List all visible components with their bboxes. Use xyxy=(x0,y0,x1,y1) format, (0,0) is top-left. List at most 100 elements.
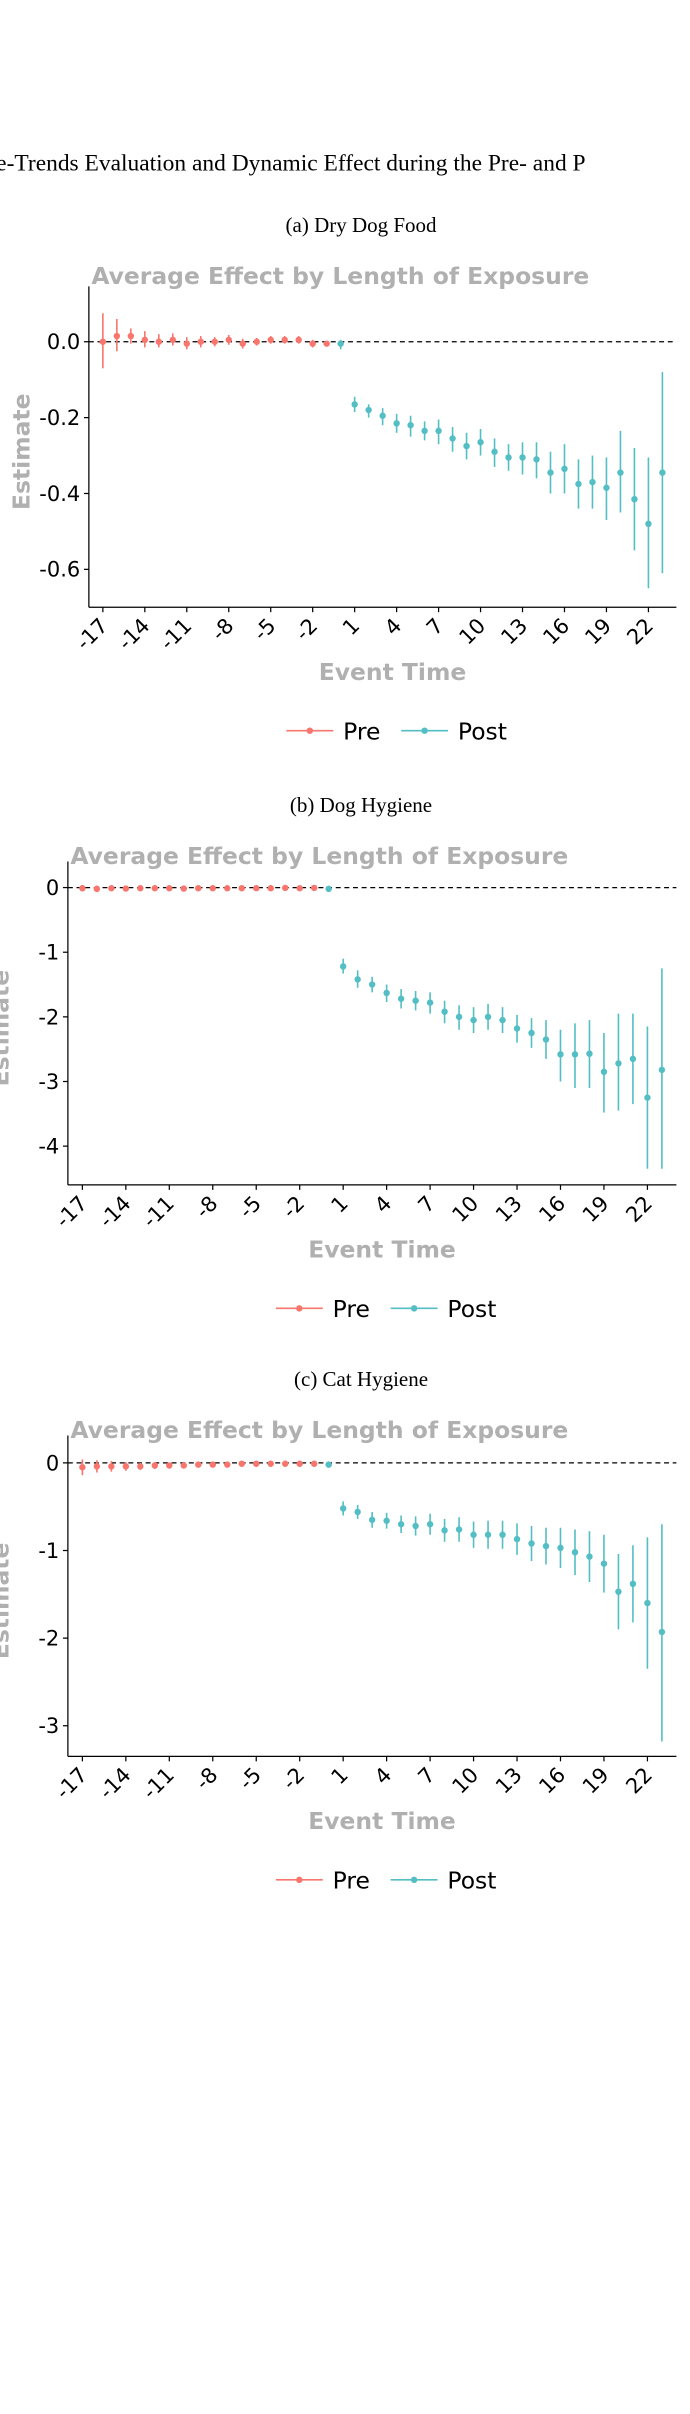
data-point xyxy=(441,1008,448,1015)
y-tick-label: -1 xyxy=(38,1539,59,1563)
data-point xyxy=(644,1599,651,1607)
data-point xyxy=(645,520,652,528)
data-point xyxy=(337,340,344,347)
data-point xyxy=(383,989,390,997)
data-point xyxy=(658,1628,666,1636)
x-tick-label: 4 xyxy=(370,1191,396,1217)
chart-dog-hygiene: Average Effect by Length of Exposure 0 -1 -… xyxy=(0,827,690,1352)
data-point xyxy=(296,885,303,892)
x-tick-label: -5 xyxy=(234,1763,266,1795)
x-tick-label: 4 xyxy=(380,614,406,640)
data-point xyxy=(238,885,245,892)
legend-pre-label: Pre xyxy=(333,1866,370,1894)
series-pre xyxy=(79,1459,318,1476)
data-point xyxy=(325,1461,332,1468)
data-point xyxy=(658,1066,666,1074)
data-point xyxy=(412,997,419,1004)
data-point xyxy=(589,478,596,486)
data-point xyxy=(122,885,130,892)
x-tick-label: 13 xyxy=(491,1763,527,1799)
data-point xyxy=(513,1535,521,1543)
data-point xyxy=(197,338,204,345)
data-point xyxy=(449,435,456,442)
x-tick-label: 22 xyxy=(622,614,658,650)
data-point xyxy=(99,338,107,345)
data-point xyxy=(238,1460,245,1467)
legend-post-marker xyxy=(410,1305,418,1312)
data-point xyxy=(253,338,260,345)
data-point xyxy=(441,1527,448,1534)
data-point xyxy=(267,885,274,892)
data-point xyxy=(586,1050,593,1057)
data-point xyxy=(477,439,484,446)
data-point xyxy=(561,465,568,473)
series-post xyxy=(325,885,666,1169)
data-point xyxy=(397,995,405,1002)
data-point xyxy=(108,885,115,892)
data-point xyxy=(365,406,372,414)
data-point xyxy=(209,1461,216,1468)
x-tick-label: 16 xyxy=(538,614,574,650)
legend-post-label: Post xyxy=(458,717,507,745)
data-point xyxy=(435,427,442,435)
data-point xyxy=(421,427,428,435)
y-tick-label: 0 xyxy=(46,876,59,900)
x-axis-title: Event Time xyxy=(308,1236,456,1264)
legend-pre-marker xyxy=(306,727,314,734)
x-tick-label: -8 xyxy=(207,614,239,646)
data-point xyxy=(310,1460,318,1467)
data-point xyxy=(426,1521,434,1528)
x-tick-label: -2 xyxy=(278,1763,310,1795)
data-point xyxy=(644,1094,651,1101)
data-point xyxy=(282,884,289,892)
y-tick-label: -2 xyxy=(38,1005,59,1029)
data-point xyxy=(310,884,318,892)
data-point xyxy=(603,484,610,491)
x-tick-label: -17 xyxy=(51,1763,92,1804)
data-point xyxy=(209,885,216,892)
data-point xyxy=(659,469,666,476)
x-tick-label: 4 xyxy=(370,1763,396,1789)
x-tick-label: 7 xyxy=(413,1763,439,1789)
data-point xyxy=(267,1460,274,1467)
data-point xyxy=(211,338,218,345)
caption-dry-dog-food: (a) Dry Dog Food xyxy=(285,213,437,237)
x-tick-label: -8 xyxy=(191,1763,223,1795)
x-tick-label: 19 xyxy=(578,1191,614,1227)
data-point xyxy=(484,1531,492,1538)
legend-pre-marker xyxy=(296,1305,303,1312)
data-point xyxy=(528,1029,535,1037)
x-tick-label: -11 xyxy=(155,614,196,655)
data-point xyxy=(282,1460,289,1467)
data-point xyxy=(79,1464,86,1471)
data-point xyxy=(239,340,246,347)
x-tick-label: 1 xyxy=(326,1763,352,1789)
legend: Pre Post xyxy=(286,717,507,745)
data-point xyxy=(615,1060,622,1067)
data-point xyxy=(224,1461,231,1468)
data-point xyxy=(505,454,512,461)
chart-title: Average Effect by Length of Exposure xyxy=(91,262,589,290)
y-tick-label: -3 xyxy=(38,1070,59,1094)
legend-post-marker xyxy=(410,1876,418,1884)
x-tick-label: 7 xyxy=(413,1191,439,1217)
chart-cat-hygiene: Average Effect by Length of Exposure 0 -1 -… xyxy=(0,1401,690,1926)
data-point xyxy=(281,336,288,344)
data-point xyxy=(93,885,101,893)
data-point xyxy=(631,495,638,503)
series-pre xyxy=(79,884,318,893)
data-point xyxy=(108,1463,115,1470)
data-point xyxy=(412,1522,419,1530)
y-tick-label: -4 xyxy=(38,1135,59,1159)
data-point xyxy=(571,1549,579,1556)
x-tick-label: 7 xyxy=(422,614,448,640)
x-tick-label: 13 xyxy=(496,614,532,650)
data-point xyxy=(463,442,470,450)
data-point xyxy=(225,336,232,344)
data-point xyxy=(528,1540,535,1547)
data-point xyxy=(397,1521,405,1528)
data-point xyxy=(127,332,135,340)
data-point xyxy=(253,885,260,892)
data-point xyxy=(519,454,526,461)
data-point xyxy=(309,340,316,347)
